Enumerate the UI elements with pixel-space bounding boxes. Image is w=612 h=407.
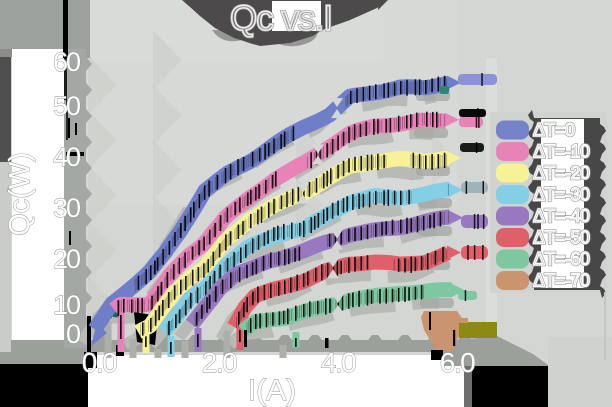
svg-text:ΔT=-20: ΔT=-20 bbox=[533, 163, 590, 183]
svg-text:Qc vs.I: Qc vs.I bbox=[230, 0, 332, 38]
svg-text:ΔT=-60: ΔT=-60 bbox=[533, 249, 590, 269]
svg-text:ΔT=-40: ΔT=-40 bbox=[533, 206, 590, 226]
svg-text:ΔT=-20: ΔT=-20 bbox=[533, 163, 590, 183]
svg-text:ΔT=-30: ΔT=-30 bbox=[533, 185, 590, 205]
svg-text:20: 20 bbox=[53, 244, 80, 274]
svg-text:40: 40 bbox=[53, 142, 80, 172]
svg-text:6.0: 6.0 bbox=[440, 347, 475, 378]
svg-text:60: 60 bbox=[53, 47, 80, 77]
svg-text:ΔT=0: ΔT=0 bbox=[533, 120, 575, 140]
svg-text:ΔT=-60: ΔT=-60 bbox=[533, 249, 590, 269]
svg-text:Qc vs.I: Qc vs.I bbox=[230, 0, 332, 38]
svg-text:10: 10 bbox=[53, 290, 80, 320]
svg-text:0.0: 0.0 bbox=[82, 347, 117, 378]
svg-text:0: 0 bbox=[66, 319, 80, 349]
svg-text:ΔT=-70: ΔT=-70 bbox=[533, 271, 590, 291]
svg-text:50: 50 bbox=[53, 91, 80, 121]
svg-text:ΔT=-10: ΔT=-10 bbox=[533, 142, 590, 162]
svg-text:I(A): I(A) bbox=[248, 374, 296, 407]
svg-text:ΔT=0: ΔT=0 bbox=[533, 120, 575, 140]
svg-text:2.0: 2.0 bbox=[202, 347, 237, 378]
svg-text:ΔT=-50: ΔT=-50 bbox=[533, 228, 590, 248]
svg-text:4.0: 4.0 bbox=[321, 347, 356, 378]
svg-text:ΔT=-40: ΔT=-40 bbox=[533, 206, 590, 226]
svg-text:Qc(W): Qc(W) bbox=[4, 152, 36, 236]
svg-text:ΔT=-50: ΔT=-50 bbox=[533, 228, 590, 248]
svg-text:ΔT=-10: ΔT=-10 bbox=[533, 142, 590, 162]
svg-text:ΔT=-30: ΔT=-30 bbox=[533, 185, 590, 205]
svg-text:ΔT=-70: ΔT=-70 bbox=[533, 271, 590, 291]
svg-text:30: 30 bbox=[53, 193, 80, 223]
